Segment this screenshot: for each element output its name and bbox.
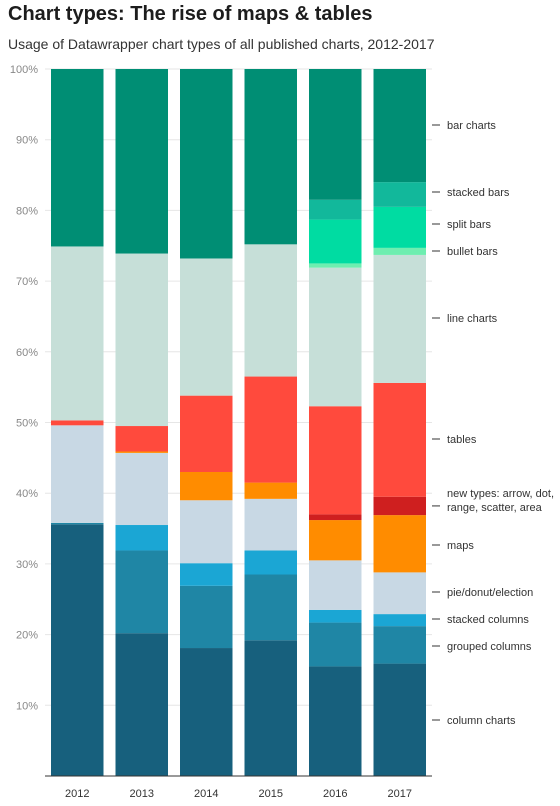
x-tick-label: 2015 xyxy=(259,788,283,800)
bar-segment xyxy=(244,574,297,641)
series-label: line charts xyxy=(447,313,498,325)
bar-segment xyxy=(309,514,362,521)
bar-segment xyxy=(244,376,297,483)
y-tick-label: 60% xyxy=(16,347,38,359)
series-label: stacked columns xyxy=(447,614,529,626)
bar-segment xyxy=(309,560,362,610)
series-label: stacked bars xyxy=(447,187,510,199)
bar-segment xyxy=(51,522,104,525)
series-label: pie/donut/election xyxy=(447,587,533,599)
bar-segment xyxy=(244,550,297,575)
x-tick-label: 2013 xyxy=(130,788,154,800)
bar-segment xyxy=(115,253,168,427)
bar-segment xyxy=(115,525,168,551)
series-label: column charts xyxy=(447,715,516,727)
series-label: tables xyxy=(447,434,477,446)
bar-segment xyxy=(309,219,362,264)
chart-title: Chart types: The rise of maps & tables xyxy=(8,3,373,25)
series-label: grouped columns xyxy=(447,641,532,653)
y-tick-label: 90% xyxy=(16,135,38,147)
bar-segment xyxy=(309,406,362,515)
bar-segment xyxy=(373,614,426,627)
bar-segment xyxy=(309,666,362,776)
bar-segment xyxy=(373,254,426,383)
bar-segment xyxy=(373,206,426,248)
x-tick-label: 2012 xyxy=(65,788,89,800)
bar-segment xyxy=(244,640,297,776)
bar-segment xyxy=(309,263,362,268)
bar-segment xyxy=(180,648,233,776)
bar-segment xyxy=(51,246,104,421)
y-tick-label: 30% xyxy=(16,559,38,571)
bar-segment xyxy=(373,515,426,573)
y-tick-label: 40% xyxy=(16,488,38,500)
bar-segment xyxy=(180,395,233,472)
series-label: bullet bars xyxy=(447,246,498,258)
series-label: new types: arrow, dot, range, scatter, ar… xyxy=(447,488,554,514)
bar-segment xyxy=(180,500,233,564)
bar-segment xyxy=(373,626,426,664)
bar-segment xyxy=(373,663,426,776)
bar-segment xyxy=(115,426,168,452)
bar-segment xyxy=(309,622,362,667)
series-label: split bars xyxy=(447,219,492,231)
bar-segment xyxy=(373,382,426,497)
bar-segment xyxy=(180,258,233,396)
bar-segment xyxy=(180,563,233,586)
x-tick-label: 2016 xyxy=(323,788,347,800)
bar-segment xyxy=(309,199,362,220)
bar-segment xyxy=(309,267,362,407)
x-tick-label: 2017 xyxy=(388,788,412,800)
bar-segment xyxy=(309,609,362,623)
bar-segment xyxy=(373,182,426,207)
bar-segment xyxy=(244,244,297,377)
series-label: bar charts xyxy=(447,120,496,132)
bar-segment xyxy=(373,496,426,516)
bar-segment xyxy=(115,451,168,453)
bar-segment xyxy=(244,69,297,245)
bar-segment xyxy=(51,420,104,426)
bar-segment xyxy=(244,498,297,551)
bar-segment xyxy=(115,633,168,776)
bar-segment xyxy=(180,69,233,259)
bar-segment xyxy=(373,572,426,615)
bar-segment xyxy=(180,471,233,501)
series-label-line: new types: arrow, dot, xyxy=(447,488,554,500)
y-tick-label: 80% xyxy=(16,205,38,217)
y-tick-label: 70% xyxy=(16,276,38,288)
bar-segment xyxy=(115,452,168,526)
y-tick-label: 10% xyxy=(16,700,38,712)
bar-segment xyxy=(115,550,168,634)
chart-subtitle: Usage of Datawrapper chart types of all … xyxy=(8,36,435,52)
bar-segment xyxy=(51,69,104,247)
bar-segment xyxy=(309,69,362,200)
series-label-line: range, scatter, area xyxy=(447,502,543,514)
y-tick-label: 20% xyxy=(16,630,38,642)
x-tick-label: 2014 xyxy=(194,788,218,800)
bar-segment xyxy=(373,69,426,183)
bar-segment xyxy=(180,585,233,649)
series-label: maps xyxy=(447,540,474,552)
bar-segment xyxy=(244,482,297,499)
bar-segment xyxy=(51,425,104,523)
bar-segment xyxy=(115,69,168,254)
bar-segment xyxy=(309,520,362,561)
bar-segment xyxy=(51,524,104,776)
y-tick-label: 50% xyxy=(16,418,38,430)
y-tick-label: 100% xyxy=(10,64,38,76)
bar-segment xyxy=(373,247,426,255)
